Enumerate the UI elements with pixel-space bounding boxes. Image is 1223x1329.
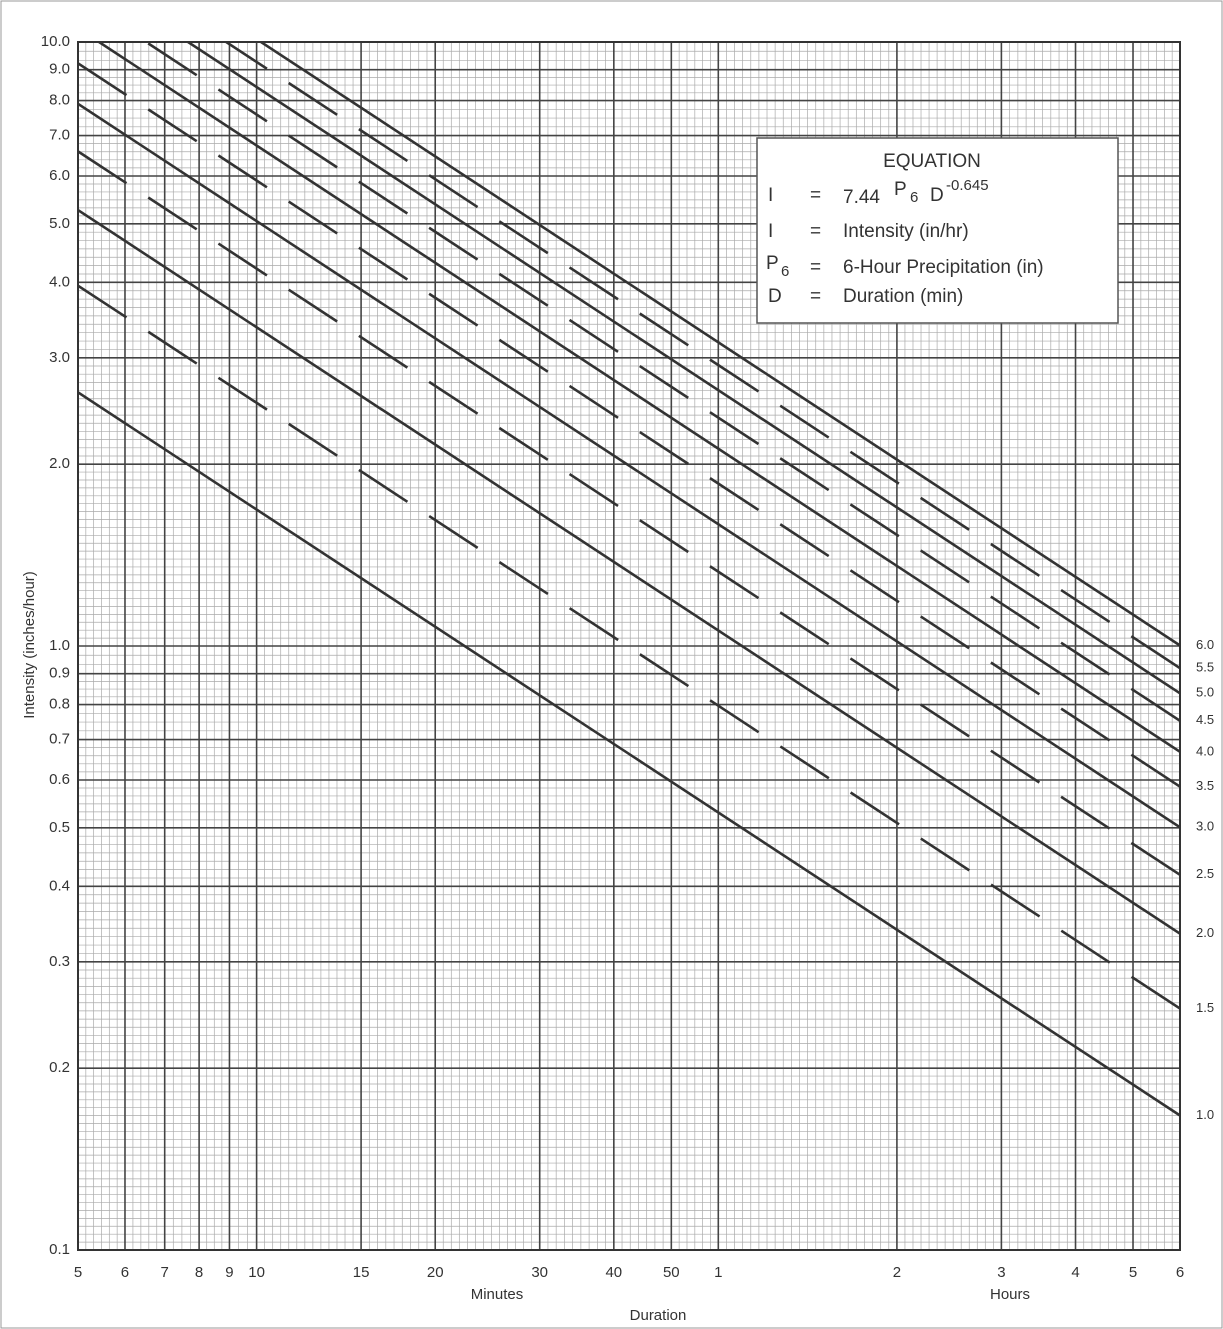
y-tick-label: 3.0 [49,349,70,366]
y-tick-label: 2.0 [49,455,70,472]
x-tick-label: 8 [195,1264,203,1281]
x-tick-label: 5 [74,1264,82,1281]
definition-text: 6-Hour Precipitation (in) [843,257,1044,278]
equation-symbol: P [894,179,907,200]
x-tick-label: 6 [1176,1264,1184,1281]
x-tick-label: 20 [427,1264,444,1281]
x-axis-label: Duration [630,1307,687,1324]
definition-symbol: D [768,286,782,307]
series-label: 4.5 [1196,712,1214,727]
equation-symbol: I [768,185,773,206]
intensity-line [96,42,1180,753]
definition-subscript: 6 [781,263,789,280]
x-tick-label: 4 [1071,1264,1079,1281]
x-tick-label: 1 [714,1264,722,1281]
x-tick-label: 6 [121,1264,129,1281]
series-label: 6.0 [1196,637,1214,652]
lines [78,42,1180,1117]
x-tick-label: 50 [663,1264,680,1281]
y-tick-label: 0.9 [49,665,70,682]
equation-symbol: D [930,185,944,206]
x-tick-label: 3 [997,1264,1005,1281]
y-tick-label: 5.0 [49,215,70,232]
intensity-line [78,284,1180,1010]
series-label: 5.0 [1196,685,1214,700]
definition-sign: = [810,257,821,278]
intensity-line [78,102,1180,829]
intensity-line [78,62,1180,788]
x-tick-label: 9 [225,1264,233,1281]
series-label: 1.0 [1196,1107,1214,1122]
x-sublabel: Minutes [471,1286,524,1303]
y-axis-label: Intensity (inches/hour) [21,571,38,719]
x-tick-label: 2 [893,1264,901,1281]
series-label: 2.5 [1196,866,1214,881]
equation-exponent: -0.645 [946,177,989,194]
y-tick-label: 8.0 [49,92,70,109]
equation-box: EQUATION I = 7.44 P 6 D -0.645 I = Inten… [756,137,1119,324]
x-tick-label: 5 [1129,1264,1137,1281]
y-tick-label: 0.2 [49,1059,70,1076]
series-label: 3.0 [1196,819,1214,834]
definition-symbol: I [768,221,773,242]
y-tick-label: 6.0 [49,167,70,184]
x-tick-label: 40 [605,1264,622,1281]
y-tick-label: 0.1 [49,1241,70,1258]
series-label: 3.5 [1196,778,1214,793]
definition-sign: = [810,221,821,242]
intensity-line [78,208,1180,935]
series-label: 4.0 [1196,743,1214,758]
series-label: 1.5 [1196,1000,1214,1015]
y-tick-label: 0.4 [49,877,70,894]
equation-title: EQUATION [883,151,981,172]
y-tick-label: 10.0 [41,33,70,50]
y-tick-label: 4.0 [49,273,70,290]
y-tick-label: 0.5 [49,819,70,836]
series-label: 2.0 [1196,925,1214,940]
series-label: 5.5 [1196,660,1214,675]
definition-symbol: P [766,253,779,274]
y-tick-label: 1.0 [49,637,70,654]
equation-subscript: 6 [910,189,918,206]
intensity-line [185,42,1180,695]
intensity-line [143,42,1180,722]
x-tick-label: 30 [531,1264,548,1281]
intensity-line [223,42,1180,670]
y-tick-label: 0.3 [49,953,70,970]
x-tick-label: 10 [248,1264,265,1281]
definition-text: Duration (min) [843,286,963,307]
definition-text: Intensity (in/hr) [843,221,969,242]
definition-sign: = [810,286,821,307]
y-tick-label: 0.6 [49,771,70,788]
y-tick-label: 9.0 [49,61,70,78]
plot-frame [77,41,1181,1251]
x-tick-label: 7 [161,1264,169,1281]
equation-coef: 7.44 [843,187,880,208]
equation-frame [756,137,1119,324]
intensity-line [78,150,1180,876]
y-tick-label: 7.0 [49,127,70,144]
y-tick-label: 0.8 [49,696,70,713]
x-tick-label: 15 [353,1264,370,1281]
equation-sign: = [810,185,821,206]
x-sublabel: Hours [990,1286,1030,1303]
intensity-line [78,391,1180,1117]
y-tick-label: 0.7 [49,731,70,748]
